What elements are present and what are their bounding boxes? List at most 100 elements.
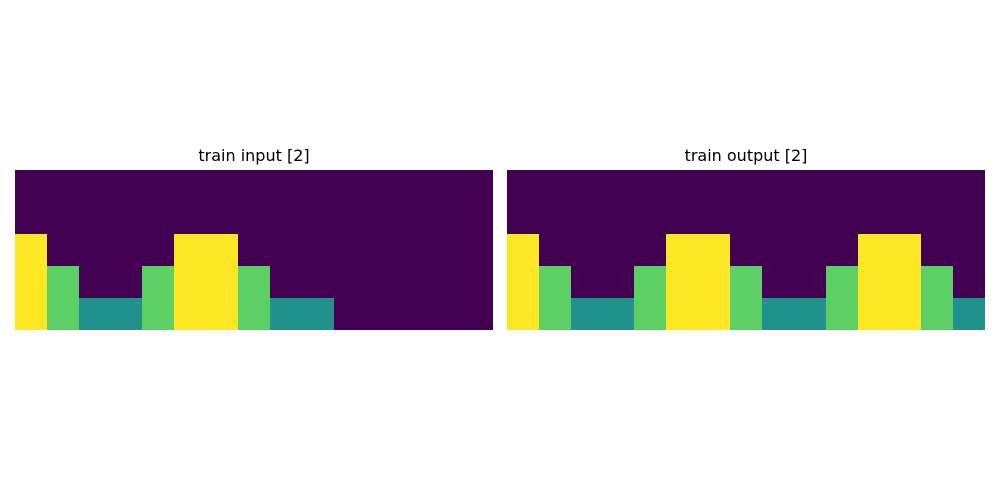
grid-cell <box>825 266 858 298</box>
grid-cell <box>698 298 731 330</box>
grid-cell <box>507 298 539 330</box>
grid-cell <box>15 234 47 266</box>
grid-cell <box>238 202 270 234</box>
grid-cell <box>507 234 539 266</box>
grid-cell <box>698 202 731 234</box>
grid-cell <box>110 234 143 266</box>
grid-cell <box>634 234 667 266</box>
input-grid <box>15 170 493 330</box>
grid-cell <box>921 170 954 202</box>
grid-cell <box>78 234 111 266</box>
grid-cell <box>921 298 954 330</box>
grid-cell <box>461 266 493 298</box>
grid-cell <box>730 202 762 234</box>
grid-cell <box>78 170 111 202</box>
grid-cell <box>793 170 826 202</box>
grid-cell <box>15 202 47 234</box>
grid-cell <box>397 202 430 234</box>
grid-cell <box>301 202 334 234</box>
grid-cell <box>397 234 430 266</box>
grid-cell <box>538 298 571 330</box>
grid-cell <box>142 202 175 234</box>
grid-cell <box>15 298 47 330</box>
grid-cell <box>889 234 922 266</box>
grid-cell <box>365 234 398 266</box>
grid-cell <box>78 298 111 330</box>
panel-title: train output [2] <box>684 146 808 165</box>
grid-cell <box>174 266 207 298</box>
grid-cell <box>269 266 302 298</box>
grid-cell <box>142 234 175 266</box>
grid-cell <box>333 298 366 330</box>
grid-cell <box>46 298 79 330</box>
grid-cell <box>602 202 635 234</box>
grid-cell <box>206 266 239 298</box>
grid-cell <box>666 170 699 202</box>
grid-cell <box>110 266 143 298</box>
grid-cell <box>953 298 985 330</box>
grid-cell <box>953 170 985 202</box>
grid-cell <box>825 202 858 234</box>
grid-cell <box>857 266 890 298</box>
grid-cell <box>538 234 571 266</box>
grid-cell <box>570 266 603 298</box>
train-input-panel: train input [2] <box>15 142 493 330</box>
grid-cell <box>269 202 302 234</box>
grid-cell <box>174 170 207 202</box>
grid-cell <box>666 266 699 298</box>
panel-title: train input [2] <box>198 146 310 165</box>
grid-cell <box>333 170 366 202</box>
grid-cell <box>602 266 635 298</box>
grid-cell <box>206 170 239 202</box>
grid-cell <box>889 202 922 234</box>
grid-cell <box>301 298 334 330</box>
grid-cell <box>238 234 270 266</box>
grid-cell <box>953 202 985 234</box>
grid-cell <box>397 298 430 330</box>
grid-cell <box>730 298 762 330</box>
grid-cell <box>46 202 79 234</box>
grid-cell <box>538 170 571 202</box>
grid-cell <box>953 266 985 298</box>
grid-cell <box>429 298 462 330</box>
grid-cell <box>602 234 635 266</box>
grid-cell <box>397 170 430 202</box>
grid-cell <box>110 202 143 234</box>
grid-cell <box>570 202 603 234</box>
grid-cell <box>301 170 334 202</box>
grid-cell <box>15 170 47 202</box>
grid-cell <box>634 298 667 330</box>
grid-cell <box>602 170 635 202</box>
grid-cell <box>538 266 571 298</box>
grid-cell <box>142 266 175 298</box>
grid-cell <box>301 266 334 298</box>
grid-cell <box>666 234 699 266</box>
grid-cell <box>698 234 731 266</box>
grid-cell <box>507 202 539 234</box>
grid-cell <box>666 298 699 330</box>
grid-cell <box>570 170 603 202</box>
grid-cell <box>78 266 111 298</box>
grid-cell <box>142 170 175 202</box>
grid-cell <box>634 266 667 298</box>
grid-cell <box>730 234 762 266</box>
grid-cell <box>174 298 207 330</box>
grid-cell <box>793 266 826 298</box>
grid-cell <box>206 202 239 234</box>
grid-cell <box>921 266 954 298</box>
grid-cell <box>301 234 334 266</box>
grid-cell <box>921 202 954 234</box>
grid-cell <box>333 202 366 234</box>
grid-cell <box>46 234 79 266</box>
grid-cell <box>634 202 667 234</box>
grid-cell <box>429 170 462 202</box>
grid-cell <box>825 170 858 202</box>
grid-cell <box>46 170 79 202</box>
grid-cell <box>825 234 858 266</box>
grid-cell <box>238 170 270 202</box>
grid-cell <box>333 234 366 266</box>
grid-cell <box>461 202 493 234</box>
grid-cell <box>857 298 890 330</box>
grid-cell <box>269 298 302 330</box>
grid-cell <box>142 298 175 330</box>
